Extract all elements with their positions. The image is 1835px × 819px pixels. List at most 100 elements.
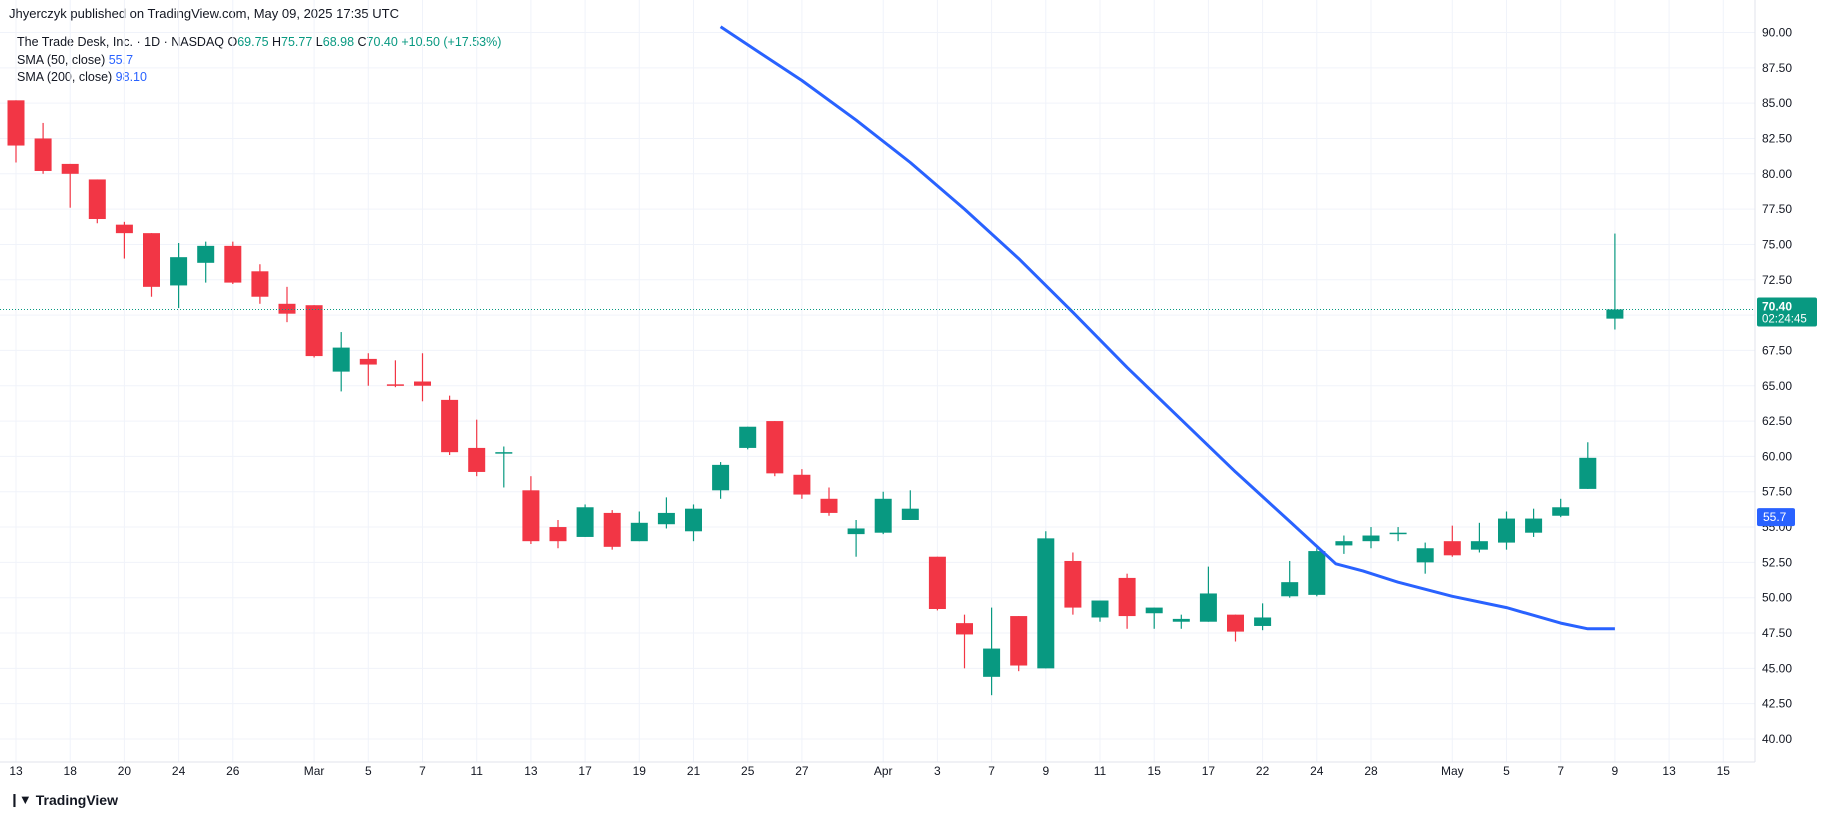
candle-body	[305, 305, 323, 357]
candle-body	[1064, 560, 1082, 608]
candle-body	[495, 452, 513, 454]
x-tick-label: 5	[1503, 764, 1510, 778]
time-axis[interactable]: 13 18 20 24 26 Mar 5 7 11 13 17 19 21 25 27 Apr 3 7 9 11 15 1…	[9, 764, 1730, 778]
candle-body	[549, 527, 567, 542]
x-tick-label: 13	[1662, 764, 1676, 778]
candle-body	[332, 347, 350, 372]
x-tick-label: 18	[64, 764, 78, 778]
x-tick-label: 21	[687, 764, 701, 778]
candle-body	[685, 508, 702, 532]
sma200-label: SMA (200, close)	[17, 70, 113, 84]
candle-body	[1010, 616, 1028, 666]
candle-body	[1172, 618, 1190, 622]
sma-price-tag-value: 55.7	[1763, 510, 1787, 524]
sma50-label: SMA (50, close)	[17, 52, 106, 67]
sma50-path	[719, 25, 1615, 631]
x-tick-label: 7	[988, 764, 995, 778]
y-tick-label: 82.50	[1762, 131, 1792, 145]
x-tick-label: 9	[1042, 764, 1049, 778]
x-tick-label: 24	[172, 764, 186, 778]
candle-body	[576, 507, 594, 537]
candle-body	[1579, 457, 1597, 489]
y-tick-label: 72.50	[1762, 273, 1792, 287]
candle-body	[1118, 577, 1136, 617]
candle-body	[901, 508, 919, 520]
candle-body	[603, 512, 621, 547]
y-tick-label: 65.00	[1762, 379, 1792, 393]
last-price-tag	[1757, 297, 1817, 327]
candle-body	[1525, 518, 1543, 533]
y-tick-label: 87.50	[1762, 61, 1792, 75]
x-tick-label: 26	[226, 764, 240, 778]
candle-body	[143, 233, 160, 287]
x-tick-label: May	[1441, 764, 1464, 778]
x-tick-label: 13	[524, 764, 538, 778]
candle-body	[1281, 582, 1299, 597]
candle-body	[1145, 607, 1163, 614]
candle-body	[739, 426, 757, 448]
sma-price-tag	[1757, 508, 1795, 527]
candle-body	[847, 528, 865, 535]
x-tick-label: 13	[9, 764, 23, 778]
candle-body	[468, 447, 486, 472]
x-tick-label: 28	[1364, 764, 1378, 778]
candle-body	[197, 245, 215, 263]
x-tick-label: 11	[1094, 764, 1107, 778]
x-tick-label: 25	[741, 764, 755, 778]
sma200-legend-row[interactable]: SMA (200, close) 98.10	[17, 69, 501, 87]
sma50-legend-row[interactable]: SMA (50, close) 55.7	[17, 52, 501, 70]
y-tick-label: 45.00	[1762, 661, 1792, 675]
candle-body	[1416, 548, 1434, 563]
x-tick-label: 9	[1612, 764, 1619, 778]
x-tick-label: 5	[365, 764, 372, 778]
y-tick-label: 47.50	[1762, 626, 1792, 640]
close-value: 70.40	[366, 35, 398, 49]
y-tick-label: 57.50	[1762, 485, 1792, 499]
x-tick-label: 27	[795, 764, 809, 778]
low-value: 68.98	[322, 35, 355, 49]
candle-body	[88, 179, 106, 220]
x-tick-label: 22	[1256, 764, 1270, 778]
low-label: L	[315, 35, 323, 49]
x-tick-label: Apr	[874, 764, 893, 778]
symbol-name: The Trade Desk, Inc. · 1D · NASDAQ	[17, 35, 225, 49]
candle-body	[61, 163, 79, 174]
sma50-line	[719, 25, 1615, 631]
tradingview-logo[interactable]: ❙▼ TradingView	[9, 792, 118, 808]
candle-body	[874, 498, 892, 533]
tradingview-logo-icon: ❙▼	[9, 792, 32, 807]
candle-body	[712, 464, 730, 491]
x-tick-label: 7	[419, 764, 426, 778]
candles	[7, 100, 1624, 696]
candle-body	[1199, 593, 1217, 622]
x-tick-label: 7	[1557, 764, 1564, 778]
candle-body	[1362, 535, 1380, 542]
x-tick-label: 17	[1202, 764, 1216, 778]
x-tick-label: 24	[1310, 764, 1324, 778]
candle-body	[928, 556, 946, 610]
candle-body	[224, 245, 242, 283]
candle-body	[630, 522, 648, 542]
y-tick-label: 52.50	[1762, 555, 1792, 569]
candle-body	[7, 100, 25, 146]
candle-body	[441, 399, 459, 453]
sma200-value: 98.10	[115, 70, 147, 84]
candle-body	[522, 490, 540, 542]
price-axis[interactable]: 40.0042.5045.0047.5050.0052.5055.0057.50…	[1757, 26, 1817, 747]
candle-body	[657, 512, 675, 525]
candle-body	[1606, 309, 1624, 319]
last-price-value: 70.40	[1762, 299, 1792, 313]
x-tick-label: 11	[470, 764, 483, 778]
y-tick-label: 77.50	[1762, 202, 1792, 216]
x-tick-label: 19	[633, 764, 647, 778]
y-tick-label: 62.50	[1762, 414, 1792, 428]
candle-body	[1335, 541, 1353, 546]
tradingview-logo-text: TradingView	[35, 792, 118, 808]
candle-body	[359, 358, 377, 365]
sma50-value: 55.7	[108, 52, 134, 67]
candle-body	[386, 384, 404, 386]
y-tick-label: 75.00	[1762, 237, 1792, 251]
open-value: 69.75	[237, 35, 269, 49]
y-tick-label: 80.00	[1762, 167, 1792, 181]
